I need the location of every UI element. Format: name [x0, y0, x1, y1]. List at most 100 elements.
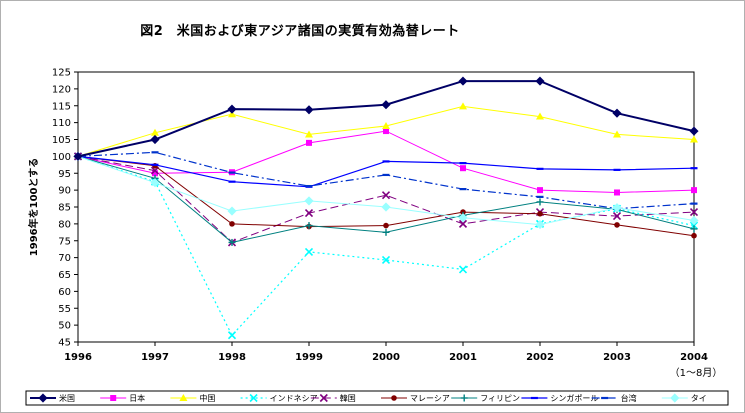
data-point: [305, 130, 313, 138]
x-tick-label: 2001: [449, 352, 477, 363]
series-0: [73, 76, 699, 161]
data-point: [612, 203, 622, 213]
data-point: [458, 265, 468, 274]
legend-label: 中国: [199, 393, 215, 403]
data-point: [150, 134, 160, 145]
data-point: [381, 202, 391, 212]
legend-label: タイ: [691, 394, 707, 403]
data-point: [227, 206, 237, 216]
data-point: [536, 112, 544, 120]
legend-label: シンガポール: [550, 393, 598, 403]
data-point: [458, 76, 468, 86]
data-point: [536, 198, 544, 206]
legend-item: フィリピン: [451, 394, 520, 403]
data-point: [381, 255, 391, 265]
data-point: [460, 165, 466, 172]
data-point: [383, 222, 389, 229]
y-tick-label: 45: [58, 338, 71, 349]
legend-label: 韓国: [340, 393, 356, 403]
series-2: [74, 102, 698, 160]
y-tick-label: 105: [52, 135, 71, 146]
data-point: [614, 189, 620, 196]
data-point: [305, 222, 313, 230]
legend-label: 日本: [129, 393, 145, 403]
x-tick-label: 1997: [141, 352, 169, 363]
y-tick-label: 95: [58, 169, 71, 180]
y-tick-label: 60: [58, 287, 71, 298]
x-tick-label: 2003: [603, 352, 631, 363]
series-line-8: [77, 151, 695, 210]
data-point: [535, 219, 545, 230]
data-point: [458, 213, 468, 223]
series-line-0: [77, 80, 695, 158]
data-point: [459, 102, 467, 110]
series-line-4: [77, 155, 695, 243]
legend-label: フィリピン: [480, 394, 520, 403]
y-tick-label: 90: [58, 186, 71, 197]
data-point: [382, 228, 390, 236]
data-point: [383, 128, 389, 135]
data-point: [73, 151, 83, 161]
legend-item: タイ: [661, 393, 707, 403]
y-tick-label: 50: [58, 321, 71, 332]
y-tick-label: 100: [52, 152, 71, 163]
data-point: [537, 210, 543, 217]
data-point: [381, 191, 391, 200]
data-point: [228, 238, 236, 246]
data-point: [227, 104, 237, 114]
legend-item: 米国: [30, 393, 75, 403]
y-tick-label: 110: [52, 118, 71, 129]
data-point: [152, 170, 158, 177]
legend-label: 台湾: [621, 393, 637, 403]
y-tick-label: 70: [58, 253, 71, 264]
data-point: [689, 126, 699, 136]
data-point: [689, 215, 699, 226]
y-tick-label: 75: [58, 236, 71, 247]
data-point: [613, 130, 621, 138]
chart-title: 図2 米国および東アジア諸国の実質有効為替レート: [140, 24, 460, 39]
data-point: [304, 105, 314, 115]
data-point: [304, 209, 314, 218]
data-point: [458, 219, 468, 228]
legend-item: 台湾: [591, 393, 637, 403]
legend-box: [25, 390, 729, 406]
data-point: [537, 187, 543, 194]
data-point: [690, 135, 698, 143]
data-point: [304, 247, 314, 256]
x-tick-label: 1996: [64, 352, 92, 363]
x-tick-label: 2004: [680, 352, 708, 363]
data-point: [229, 221, 235, 227]
y-tick-label: 80: [58, 219, 71, 230]
data-point: [382, 122, 390, 129]
series-line-3: [77, 155, 695, 337]
legend-item: シンガポール: [521, 393, 598, 403]
legend-item: インドネシア: [240, 393, 318, 403]
x-note-label: （1～8月）: [670, 367, 723, 379]
data-point: [150, 178, 160, 188]
y-tick-label: 120: [52, 84, 71, 95]
legend-item: 日本: [100, 393, 145, 403]
x-tick-label: 1998: [218, 352, 246, 363]
legend-marker: [319, 393, 328, 403]
data-point: [306, 139, 312, 146]
legend-label: 米国: [59, 393, 75, 403]
data-point: [691, 232, 697, 239]
series-7: [74, 155, 698, 188]
data-point: [614, 222, 620, 228]
data-point: [304, 196, 314, 206]
legend-marker: [670, 393, 680, 403]
legend-marker: [38, 393, 48, 403]
data-point: [612, 212, 622, 221]
y-tick-label: 65: [58, 270, 71, 281]
series-4: [73, 152, 699, 247]
series-6: [74, 152, 698, 246]
legend-marker: [391, 395, 397, 401]
legend-marker: [460, 394, 468, 402]
legend-item: 中国: [170, 393, 215, 403]
data-point: [691, 187, 697, 194]
legend-item: 韓国: [310, 393, 356, 403]
series-9: [73, 151, 699, 230]
x-tick-label: 2000: [372, 352, 400, 363]
y-tick-label: 125: [52, 68, 71, 79]
